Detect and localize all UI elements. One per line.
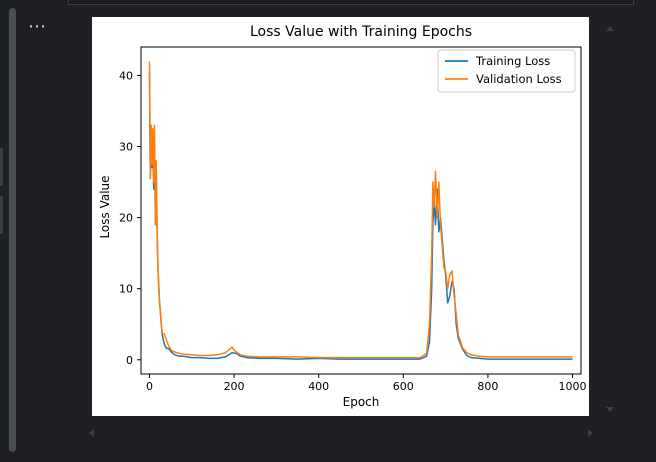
legend-label-training-loss: Training Loss [475, 54, 550, 68]
scroll-up-arrow-icon[interactable] [606, 26, 614, 31]
gutter-marker [0, 148, 3, 186]
cell-output-area: 0 200 400 600 800 1000 0 10 20 30 40 Loss Value wi… [92, 17, 589, 416]
legend-label-validation-loss: Validation Loss [476, 72, 562, 86]
y-tick-label: 40 [119, 69, 133, 82]
chart-legend: Training Loss Validation Loss [437, 49, 576, 93]
scroll-down-arrow-icon[interactable] [606, 407, 614, 412]
y-tick-label: 0 [126, 354, 133, 367]
previous-cell-frame [68, 0, 634, 5]
scroll-right-arrow-icon[interactable] [588, 429, 593, 437]
loss-chart: 0 200 400 600 800 1000 0 10 20 30 40 Loss Value wi… [98, 24, 587, 409]
gutter-marker [0, 196, 3, 234]
x-tick-label: 800 [477, 380, 498, 393]
plot-frame [140, 46, 582, 375]
x-tick-label: 400 [308, 380, 329, 393]
x-axis-label: Epoch [343, 395, 380, 409]
x-tick-label: 1000 [559, 380, 587, 393]
x-tick-label: 600 [393, 380, 414, 393]
cell-collapse-bar[interactable] [9, 8, 16, 452]
scroll-left-arrow-icon[interactable] [89, 429, 94, 437]
axes-frame [140, 46, 582, 375]
tick-layer: 0 200 400 600 800 1000 0 10 20 30 40 [119, 69, 587, 393]
y-tick-label: 10 [119, 283, 133, 296]
legend-box [437, 49, 576, 93]
x-tick-label: 200 [224, 380, 245, 393]
y-tick-label: 30 [119, 141, 133, 154]
series-line-validation-loss [148, 61, 573, 359]
more-actions-icon[interactable]: ⋯ [28, 16, 47, 37]
x-tick-label: 0 [146, 380, 153, 393]
chart-title: Loss Value with Training Epochs [250, 24, 472, 40]
y-axis-label: Loss Value [98, 175, 112, 238]
y-tick-label: 20 [119, 212, 133, 225]
series-line-training-loss [148, 71, 573, 360]
plot-lines [148, 61, 573, 360]
